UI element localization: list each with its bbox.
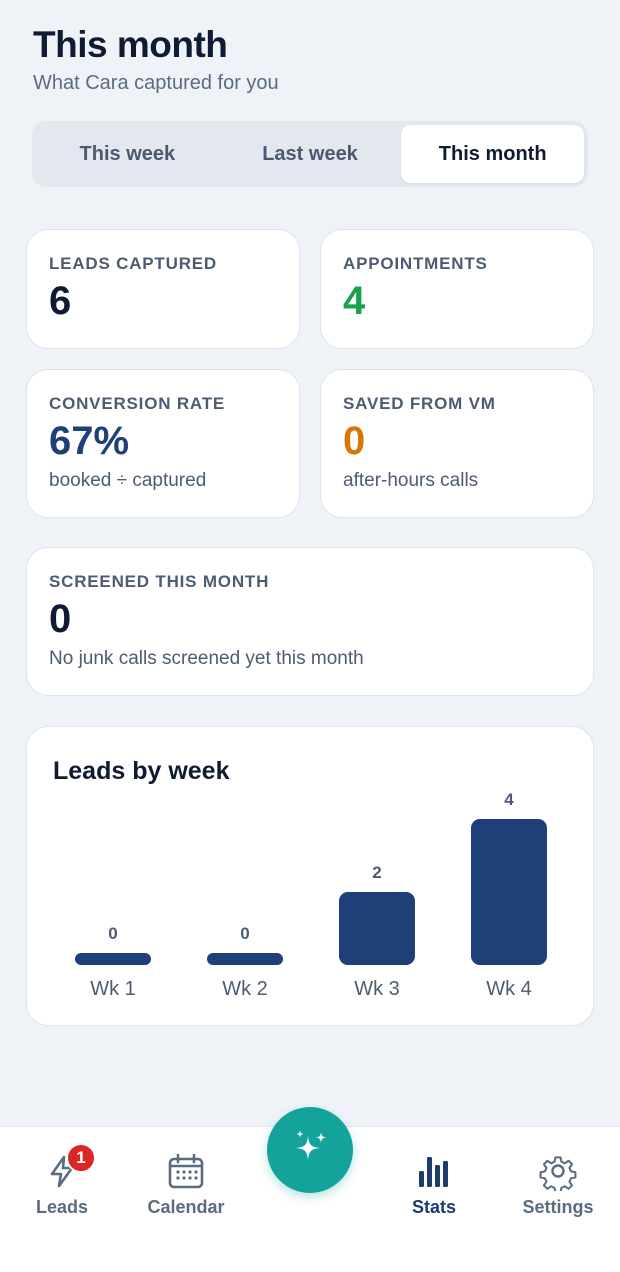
period-segmented-control: This week Last week This month — [32, 121, 588, 187]
tab-stats[interactable]: Stats — [379, 1151, 489, 1218]
bar-value-label: 2 — [372, 863, 381, 882]
stat-label: CONVERSION RATE — [49, 394, 226, 413]
chart-title: Leads by week — [53, 757, 230, 785]
page-title: This month — [33, 24, 228, 65]
calendar-icon — [166, 1151, 206, 1191]
tab-this-month[interactable]: This month — [401, 125, 585, 183]
stat-label: APPOINTMENTS — [343, 254, 488, 273]
chart-bar — [339, 892, 415, 965]
assistant-fab-button[interactable] — [267, 1107, 353, 1193]
tab-label: Settings — [522, 1197, 594, 1217]
bar-value-label: 0 — [240, 924, 249, 943]
saved-from-vm-card: SAVED FROM VM 0 after-hours calls — [320, 369, 594, 518]
tab-last-week[interactable]: Last week — [262, 142, 358, 165]
stat-value: 0 — [343, 419, 366, 463]
tab-settings[interactable]: Settings — [503, 1151, 613, 1218]
category-label: Wk 3 — [354, 978, 400, 1000]
stat-label: SCREENED THIS MONTH — [49, 572, 270, 591]
chart-bar — [75, 953, 151, 965]
stat-label: SAVED FROM VM — [343, 394, 496, 413]
page-subtitle: What Cara captured for you — [33, 72, 279, 94]
notification-badge: 1 — [66, 1143, 96, 1173]
category-label: Wk 4 — [486, 978, 532, 1000]
tab-label: Leads — [35, 1197, 89, 1217]
tab-label: Stats — [411, 1197, 456, 1217]
stat-value: 0 — [49, 597, 72, 641]
sparkles-icon — [296, 1130, 326, 1160]
screened-card: SCREENED THIS MONTH 0 No junk calls scre… — [26, 547, 594, 696]
stat-value: 6 — [49, 279, 72, 323]
tab-leads[interactable]: 1 Leads — [7, 1143, 117, 1218]
chart-bar — [207, 953, 283, 965]
stat-note: No junk calls screened yet this month — [49, 648, 364, 669]
gear-icon — [538, 1151, 578, 1194]
stat-note: booked ÷ captured — [49, 470, 207, 491]
page-header: This month What Cara captured for you — [33, 24, 279, 95]
bar-chart: 0 Wk 1 0 Wk 2 2 Wk 3 4 Wk 4 — [75, 790, 547, 1000]
stat-label: LEADS CAPTURED — [49, 254, 217, 273]
lightning-icon: 1 — [42, 1143, 96, 1191]
appointments-card: APPOINTMENTS 4 — [320, 229, 594, 349]
bar-value-label: 0 — [108, 924, 117, 943]
leads-by-week-chart: Leads by week 0 Wk 1 0 Wk 2 2 Wk 3 4 Wk 4 — [26, 726, 594, 1026]
bar-value-label: 4 — [504, 790, 514, 809]
tab-label: Calendar — [147, 1197, 225, 1217]
tab-this-week[interactable]: This week — [79, 142, 176, 165]
conversion-rate-card: CONVERSION RATE 67% booked ÷ captured — [26, 369, 300, 518]
stat-note: after-hours calls — [343, 470, 479, 491]
stat-value: 4 — [343, 279, 366, 323]
tab-calendar[interactable]: Calendar — [131, 1151, 241, 1218]
chart-bar — [471, 819, 547, 965]
category-label: Wk 2 — [222, 978, 268, 1000]
bar-chart-icon — [414, 1151, 454, 1191]
leads-captured-card: LEADS CAPTURED 6 — [26, 229, 300, 349]
category-label: Wk 1 — [90, 978, 136, 1000]
stat-value: 67% — [49, 419, 130, 463]
